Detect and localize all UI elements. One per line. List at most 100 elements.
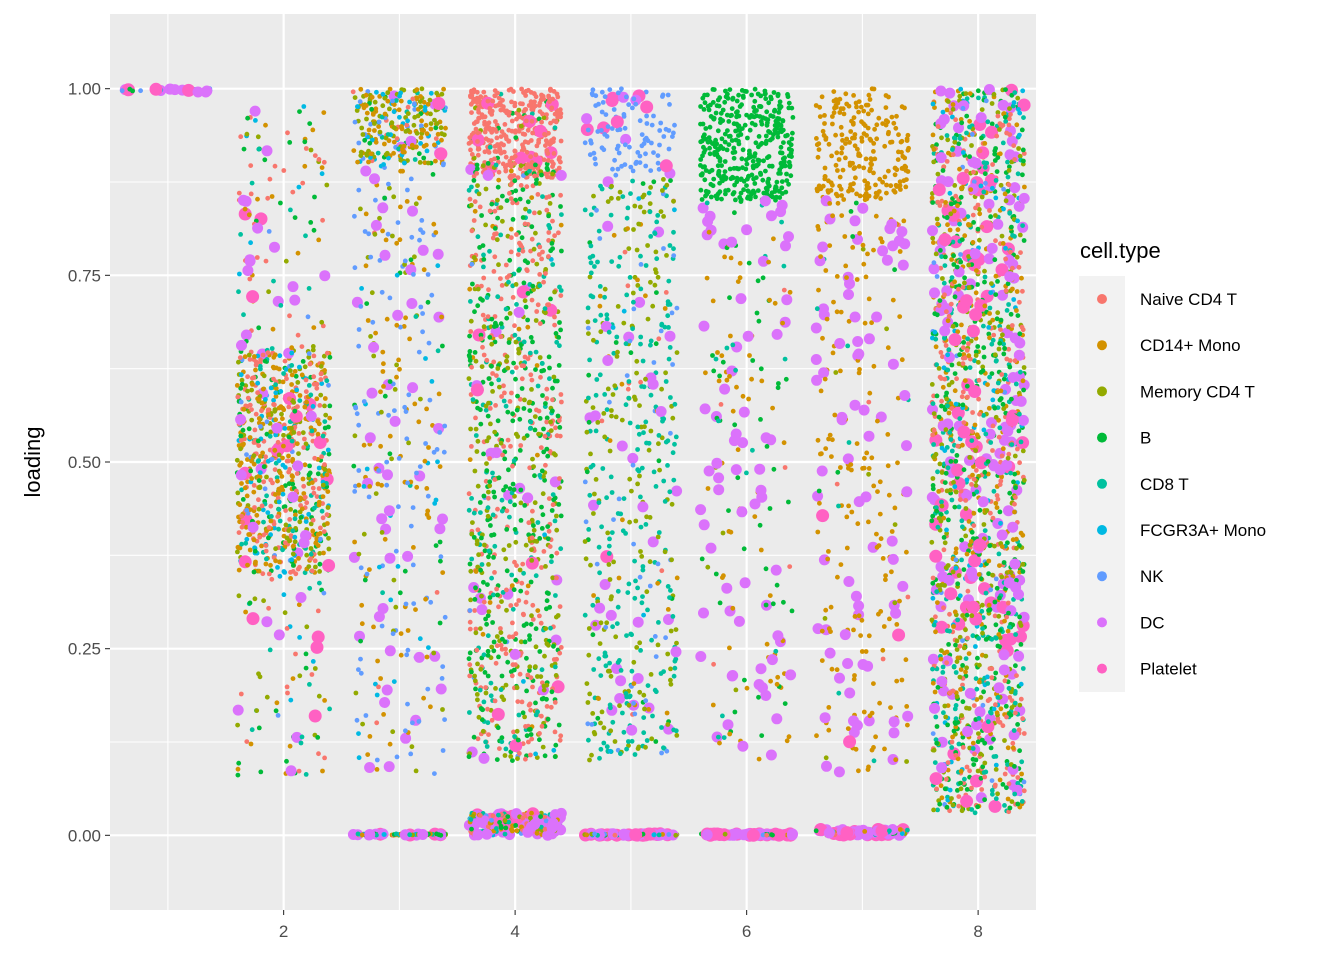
point-b xyxy=(781,140,786,146)
point-naive-cd4-t xyxy=(394,136,400,142)
point-b xyxy=(741,546,747,552)
point-cd14-mono xyxy=(238,460,244,466)
point-b xyxy=(711,176,717,182)
point-b xyxy=(754,310,760,316)
point-cd8-t xyxy=(614,621,620,626)
point-b xyxy=(479,717,485,723)
point-b xyxy=(711,116,717,122)
point-b xyxy=(532,473,537,479)
point-nk xyxy=(426,340,432,346)
point-naive-cd4-t xyxy=(481,275,487,281)
point-nk xyxy=(396,504,401,510)
point-cd8-t xyxy=(623,402,629,408)
point-b xyxy=(440,343,445,349)
point-naive-cd4-t xyxy=(485,98,491,104)
point-memory-cd4-t xyxy=(492,429,498,435)
point-memory-cd4-t xyxy=(488,421,493,427)
point-cd14-mono xyxy=(324,472,330,478)
point-dc xyxy=(766,654,778,666)
point-cd8-t xyxy=(667,489,673,495)
point-dc xyxy=(695,504,707,516)
point-fcgr3a-mono xyxy=(275,565,280,570)
point-b xyxy=(544,590,550,596)
point-cd8-t xyxy=(781,263,787,269)
point-fcgr3a-mono xyxy=(273,432,279,438)
point-b xyxy=(517,448,523,453)
point-cd14-mono xyxy=(378,389,383,395)
point-naive-cd4-t xyxy=(518,242,523,248)
point-naive-cd4-t xyxy=(513,365,519,370)
point-b xyxy=(521,406,527,411)
point-cd8-t xyxy=(604,495,609,501)
point-dc xyxy=(647,378,659,390)
point-b xyxy=(774,179,780,185)
point-cd14-mono xyxy=(270,326,276,332)
point-memory-cd4-t xyxy=(297,519,303,525)
point-dc xyxy=(786,829,798,841)
point-cd14-mono xyxy=(258,454,263,459)
point-nk xyxy=(669,310,675,316)
point-b xyxy=(775,134,781,140)
point-memory-cd4-t xyxy=(501,697,507,703)
point-memory-cd4-t xyxy=(518,500,524,506)
point-naive-cd4-t xyxy=(311,490,317,496)
point-cd8-t xyxy=(597,755,602,761)
point-nk xyxy=(670,362,675,367)
point-cd8-t xyxy=(527,168,532,174)
point-memory-cd4-t xyxy=(498,630,504,635)
point-cd8-t xyxy=(307,682,312,687)
point-cd14-mono xyxy=(722,254,727,260)
point-b xyxy=(709,167,715,173)
point-memory-cd4-t xyxy=(389,120,395,126)
point-cd8-t xyxy=(604,312,610,318)
point-cd8-t xyxy=(638,648,643,653)
point-memory-cd4-t xyxy=(484,461,489,466)
point-cd14-mono xyxy=(616,575,622,581)
point-dc xyxy=(742,330,754,342)
point-b xyxy=(712,152,718,158)
point-cd14-mono xyxy=(780,320,785,326)
point-cd8-t xyxy=(640,358,646,364)
point-b xyxy=(732,182,737,188)
point-b xyxy=(784,171,789,177)
point-cd8-t xyxy=(654,219,660,225)
point-nk xyxy=(366,494,372,500)
point-cd14-mono xyxy=(287,743,293,749)
point-cd14-mono xyxy=(758,547,764,553)
point-cd14-mono xyxy=(424,406,429,412)
point-cd14-mono xyxy=(296,556,301,561)
point-nk xyxy=(489,817,494,823)
point-dc xyxy=(491,447,502,459)
point-b xyxy=(544,415,550,421)
point-naive-cd4-t xyxy=(321,159,327,165)
point-cd14-mono xyxy=(352,539,357,545)
point-cd14-mono xyxy=(273,558,278,564)
point-b xyxy=(503,484,509,489)
point-b xyxy=(734,165,739,171)
point-naive-cd4-t xyxy=(558,392,564,397)
point-naive-cd4-t xyxy=(257,534,263,540)
point-b xyxy=(771,90,777,95)
point-naive-cd4-t xyxy=(502,122,508,127)
point-cd14-mono xyxy=(320,768,325,774)
point-b xyxy=(473,585,478,591)
point-naive-cd4-t xyxy=(294,471,300,476)
point-naive-cd4-t xyxy=(236,530,242,535)
point-naive-cd4-t xyxy=(557,476,562,481)
point-b xyxy=(540,512,546,518)
point-b xyxy=(273,708,279,714)
point-naive-cd4-t xyxy=(286,396,292,402)
point-b xyxy=(702,177,708,183)
point-fcgr3a-mono xyxy=(368,155,373,160)
point-memory-cd4-t xyxy=(358,206,363,212)
point-cd8-t xyxy=(540,194,545,200)
point-cd14-mono xyxy=(247,547,253,553)
point-memory-cd4-t xyxy=(503,682,509,688)
point-b xyxy=(737,195,743,200)
point-cd8-t xyxy=(249,727,255,733)
point-nk xyxy=(403,601,409,607)
point-b xyxy=(549,553,554,559)
point-cd14-mono xyxy=(871,149,876,154)
point-naive-cd4-t xyxy=(308,556,314,562)
point-memory-cd4-t xyxy=(608,728,614,734)
